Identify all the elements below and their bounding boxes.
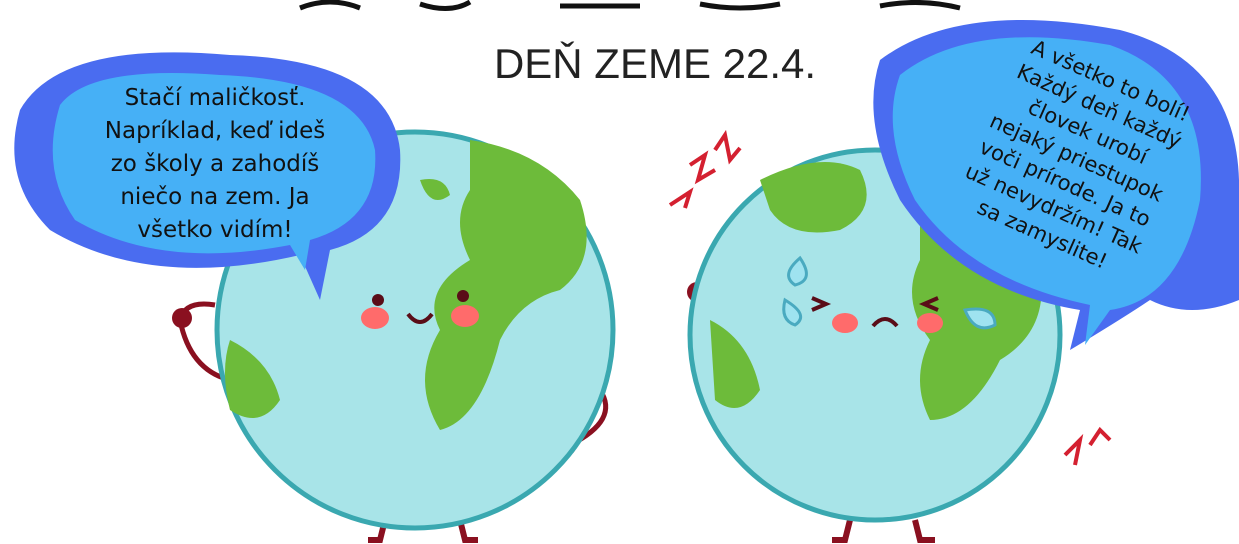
left-bubble-text: Stačí maličkosť. Napríklad, keď ideš zo šk… [105, 85, 325, 243]
subtitle: DEŇ ZEME 22.4. [494, 40, 816, 87]
bubble-line: niečo na zem. Ja [120, 184, 309, 210]
bubble-line: všetko vidím! [137, 217, 292, 243]
right-speech-bubble [873, 20, 1239, 350]
left-speech-bubble [14, 52, 401, 301]
right-globe [668, 129, 1112, 543]
cropped-title [299, 0, 961, 11]
bubble-line: zo školy a zahodíš [111, 151, 320, 177]
bubble-line: Stačí maličkosť. [125, 85, 306, 111]
bubble-line: Napríklad, keď ideš [105, 118, 325, 144]
